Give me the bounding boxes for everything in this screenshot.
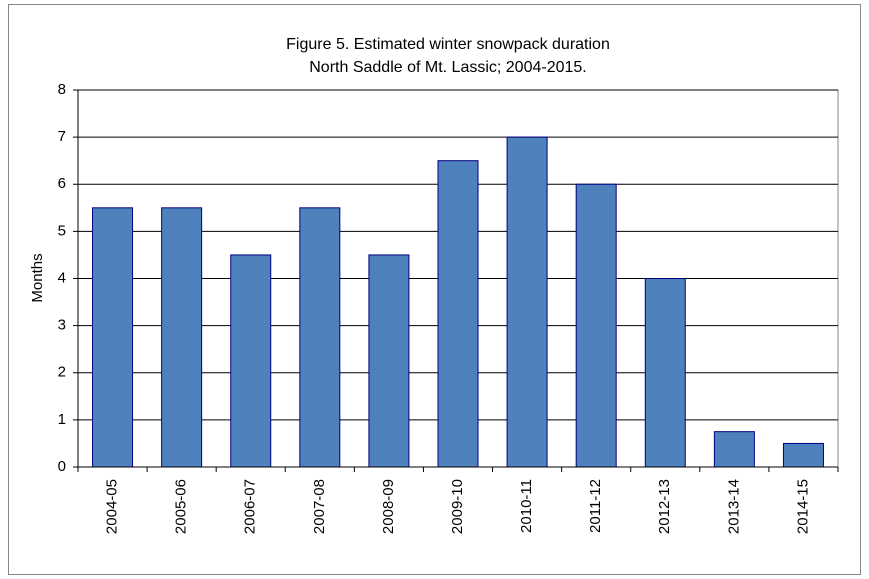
bar bbox=[506, 136, 548, 468]
bar bbox=[368, 254, 410, 468]
x-tick-label: 2008-09 bbox=[380, 479, 397, 534]
bar bbox=[644, 278, 686, 468]
bar bbox=[575, 183, 617, 468]
y-tick-label: 7 bbox=[58, 128, 66, 145]
y-tick-label: 8 bbox=[58, 81, 66, 98]
x-tick-label: 2011-12 bbox=[587, 479, 604, 533]
x-tick-label: 2009-10 bbox=[449, 479, 466, 534]
x-tick-label: 2007-08 bbox=[311, 479, 328, 534]
bar bbox=[437, 160, 479, 468]
y-tick-label: 6 bbox=[58, 175, 66, 192]
y-tick-label: 5 bbox=[58, 222, 66, 239]
y-tick-label: 0 bbox=[58, 458, 66, 475]
x-tick-label: 2014-15 bbox=[794, 479, 811, 534]
bar bbox=[230, 254, 272, 468]
y-tick-label: 1 bbox=[58, 411, 66, 428]
y-tick-label: 2 bbox=[58, 364, 66, 381]
bar bbox=[92, 207, 134, 468]
bar bbox=[713, 431, 755, 468]
y-tick-label: 4 bbox=[58, 269, 66, 286]
x-tick-label: 2006-07 bbox=[242, 479, 259, 534]
x-tick-label: 2005-06 bbox=[173, 479, 190, 534]
x-tick-label: 2004-05 bbox=[104, 479, 121, 534]
y-tick-label: 3 bbox=[58, 317, 66, 334]
x-tick-label: 2013-14 bbox=[725, 479, 742, 534]
bar bbox=[161, 207, 203, 468]
chart-title: Figure 5. Estimated winter snowpack dura… bbox=[286, 36, 610, 53]
bar bbox=[782, 442, 824, 468]
bar bbox=[299, 207, 341, 468]
y-axis-label: Months bbox=[29, 253, 46, 302]
x-tick-label: 2012-13 bbox=[656, 479, 673, 534]
chart-subtitle: North Saddle of Mt. Lassic; 2004-2015. bbox=[309, 59, 587, 76]
x-tick-label: 2010-11 bbox=[518, 479, 535, 533]
